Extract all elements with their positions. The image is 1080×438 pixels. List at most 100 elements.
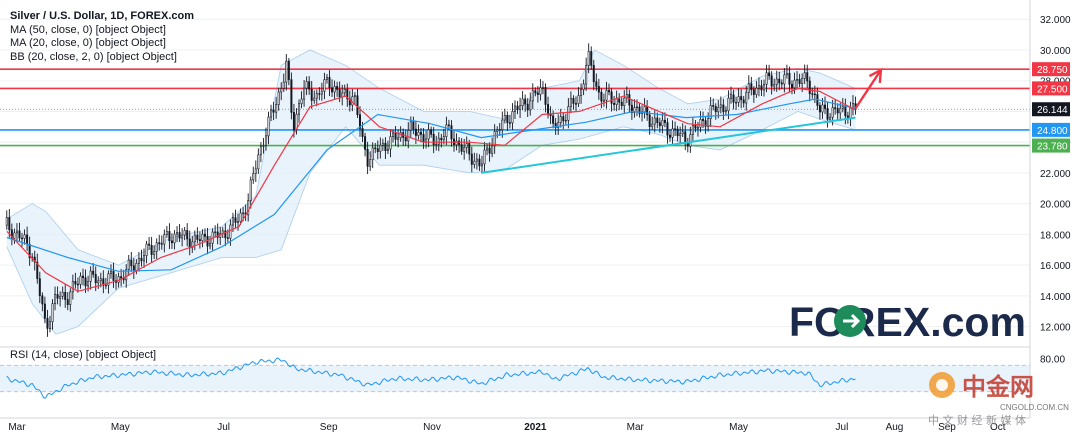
x-tick-label: 2021 (524, 422, 547, 433)
candle-body (292, 112, 295, 131)
candle-body (351, 96, 354, 106)
candle-body (618, 98, 621, 103)
forex-logo-text: FOREX.com (789, 299, 1026, 345)
bollinger-lower (6, 110, 856, 335)
candle-body (224, 230, 227, 239)
candle-body (419, 131, 422, 135)
candle-body (163, 234, 166, 245)
candle-body (552, 115, 555, 124)
candle-body (107, 273, 110, 286)
candle-body (76, 283, 79, 286)
y-tick-label: 32.000 (1040, 15, 1071, 26)
candle-body (386, 148, 389, 151)
candle-body (547, 104, 550, 115)
y-tick-label: 30.000 (1040, 46, 1071, 57)
candle-body (290, 79, 293, 113)
candle-body (148, 243, 151, 246)
y-tick-label: 14.000 (1040, 292, 1071, 303)
candle-body (559, 116, 562, 123)
candle-body (305, 81, 308, 89)
x-tick-label: Oct (990, 422, 1006, 433)
candle-body (331, 87, 334, 93)
candle-body (168, 231, 171, 242)
forex-logo: FOREX.com (789, 299, 1026, 345)
candle-body (839, 107, 842, 114)
candle-body (696, 126, 699, 129)
candle-body (638, 106, 641, 114)
y-tick-label: 20.000 (1040, 200, 1071, 211)
candle-body (348, 98, 351, 106)
bullish-arrow-head (868, 67, 883, 83)
candle-body (732, 94, 735, 103)
candle-body (442, 136, 445, 141)
candle-body (620, 101, 623, 106)
candle-body (656, 117, 659, 123)
candle-body (750, 83, 753, 91)
candle-body (89, 270, 92, 282)
candle-body (120, 276, 123, 279)
candle-body (643, 106, 646, 113)
legend-bb: BB (20, close, 2, 0) [object Object] (10, 50, 177, 63)
candle-body (763, 83, 766, 91)
candle-body (694, 125, 697, 129)
x-tick-label: Sep (320, 422, 338, 433)
candle-body (285, 60, 288, 83)
y-tick-label: 12.000 (1040, 323, 1071, 334)
candle-body (298, 103, 301, 115)
level-badge-text: 24.800 (1037, 126, 1068, 137)
candle-body (417, 131, 420, 136)
candle-body (160, 243, 163, 245)
candle-body (783, 74, 786, 85)
candle-body (684, 131, 687, 143)
candle-body (97, 280, 100, 284)
candle-body (216, 231, 219, 238)
candle-body (755, 87, 758, 95)
candle-body (503, 115, 506, 121)
legend-ma50: MA (50, close, 0) [object Object] (10, 23, 166, 36)
candle-body (333, 86, 336, 93)
candle-body (310, 88, 313, 101)
candle-body (605, 90, 608, 101)
candle-body (450, 125, 453, 140)
candle-body (610, 91, 613, 104)
candle-body (264, 135, 267, 146)
candle-body (699, 119, 702, 128)
candle-body (74, 281, 77, 285)
candle-body (38, 278, 41, 297)
candle-body (358, 114, 361, 129)
candle-body (48, 321, 51, 329)
candle-body (465, 143, 468, 148)
candle-body (155, 242, 158, 252)
forex-logo-arrow-icon (843, 313, 861, 329)
candle-body (521, 98, 524, 107)
candle-body (473, 160, 476, 165)
candle-body (539, 87, 542, 95)
level-badge-text: 27.500 (1037, 84, 1068, 95)
candle-body (270, 109, 273, 118)
candle-body (745, 92, 748, 104)
candle-body (567, 106, 570, 121)
candle-body (432, 133, 435, 146)
candle-body (381, 142, 384, 146)
x-tick-label: May (111, 422, 130, 433)
candle-body (87, 281, 90, 287)
candle-body (328, 77, 331, 89)
candle-body (768, 72, 771, 77)
candle-body (46, 317, 49, 329)
candle-body (56, 294, 59, 299)
candle-body (282, 81, 285, 89)
candle-body (630, 104, 633, 113)
candle-body (186, 230, 189, 240)
candle-body (526, 103, 529, 111)
candle-body (178, 232, 181, 239)
candle-body (486, 147, 489, 151)
candle-body (191, 241, 194, 249)
candle-body (524, 98, 527, 105)
candle-body (491, 145, 494, 154)
candle-body (15, 230, 18, 234)
candle-body (841, 105, 844, 109)
level-badge-27.500 (1032, 81, 1070, 96)
candle-body (529, 100, 532, 111)
candle-body (724, 110, 727, 113)
